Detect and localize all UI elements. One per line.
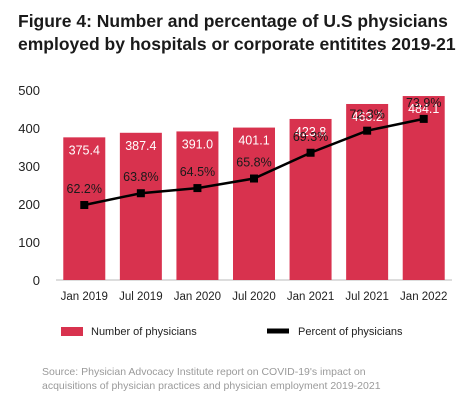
percent-label: 63.8%: [123, 170, 158, 184]
bar: [233, 127, 275, 280]
legend-label-number: Number of physicians: [91, 326, 197, 338]
x-tick-label: Jan 2021: [287, 291, 334, 303]
y-tick-label: 0: [33, 273, 40, 288]
percent-label: 73.9%: [406, 96, 441, 110]
bar-value-label: 423.8: [295, 125, 326, 139]
x-tick-label: Jul 2021: [345, 291, 388, 303]
percent-marker: [80, 201, 89, 210]
percent-label: 69.3%: [293, 130, 328, 144]
y-axis-tick-labels: 0 100 200 300 400 500: [18, 83, 40, 288]
x-tick-label: Jul 2019: [119, 291, 162, 303]
x-tick-label: Jan 2022: [400, 291, 447, 303]
chart-title-line-1: Figure 4: Number and percentage of U.S p…: [18, 11, 448, 31]
bar-value-label: 387.4: [125, 139, 156, 153]
percent-label: 72.3%: [349, 108, 384, 122]
x-axis-tick-labels: Jan 2019 Jul 2019 Jan 2020 Jul 2020 Jan 2021…: [61, 291, 448, 303]
bar-value-label: 463.2: [352, 110, 383, 124]
bar: [176, 131, 219, 280]
source-line-2: acquisitions of physician practices and …: [42, 380, 381, 392]
bar: [289, 118, 332, 281]
percent-marker: [306, 148, 315, 157]
chart-title: Figure 4: Number and percentage of U.S p…: [18, 10, 468, 56]
chart-title-line-2: employed by hospitals or corporate entit…: [18, 34, 456, 54]
bar-value-label: 375.4: [69, 143, 100, 157]
y-tick-label: 300: [18, 159, 40, 174]
bar-value-label: 401.1: [238, 134, 269, 148]
x-tick-label: Jan 2019: [61, 291, 108, 303]
percent-marker: [363, 126, 372, 135]
bar-value-labels: 375.4 387.4 391.0 401.1 423.8 463.2 484.1: [69, 102, 440, 157]
percent-markers: [80, 114, 428, 210]
x-tick-label: Jan 2020: [174, 291, 221, 303]
bar: [402, 96, 445, 281]
percent-marker: [136, 189, 145, 198]
source-note: Source: Physician Advocacy Institute rep…: [42, 365, 462, 393]
percent-marker: [193, 184, 202, 193]
percent-label: 64.5%: [180, 165, 215, 179]
y-tick-label: 100: [18, 235, 40, 250]
percent-label: 62.2%: [67, 182, 102, 196]
y-tick-label: 400: [18, 121, 40, 136]
legend-swatch-number: [61, 327, 83, 336]
source-line-1: Source: Physician Advocacy Institute rep…: [42, 366, 366, 378]
bar: [119, 132, 162, 280]
legend: Number of physicians Percent of physicia…: [61, 326, 403, 338]
chart: 0 100 200 300 400 500 375.4 387.4 391.0 401.1 423…: [18, 83, 452, 338]
percent-marker: [419, 114, 428, 123]
bar-value-label: 391.0: [182, 137, 213, 151]
x-tick-label: Jul 2020: [232, 291, 275, 303]
percent-labels: 62.2% 63.8% 64.5% 65.8% 69.3% 72.3% 73.9%: [67, 96, 442, 196]
y-tick-label: 200: [18, 197, 40, 212]
legend-label-percent: Percent of physicians: [298, 326, 403, 338]
percent-marker: [250, 174, 258, 183]
bar-value-label: 484.1: [408, 102, 439, 116]
percent-label: 65.8%: [236, 156, 271, 170]
bars: [63, 96, 445, 281]
y-tick-label: 500: [18, 83, 40, 98]
